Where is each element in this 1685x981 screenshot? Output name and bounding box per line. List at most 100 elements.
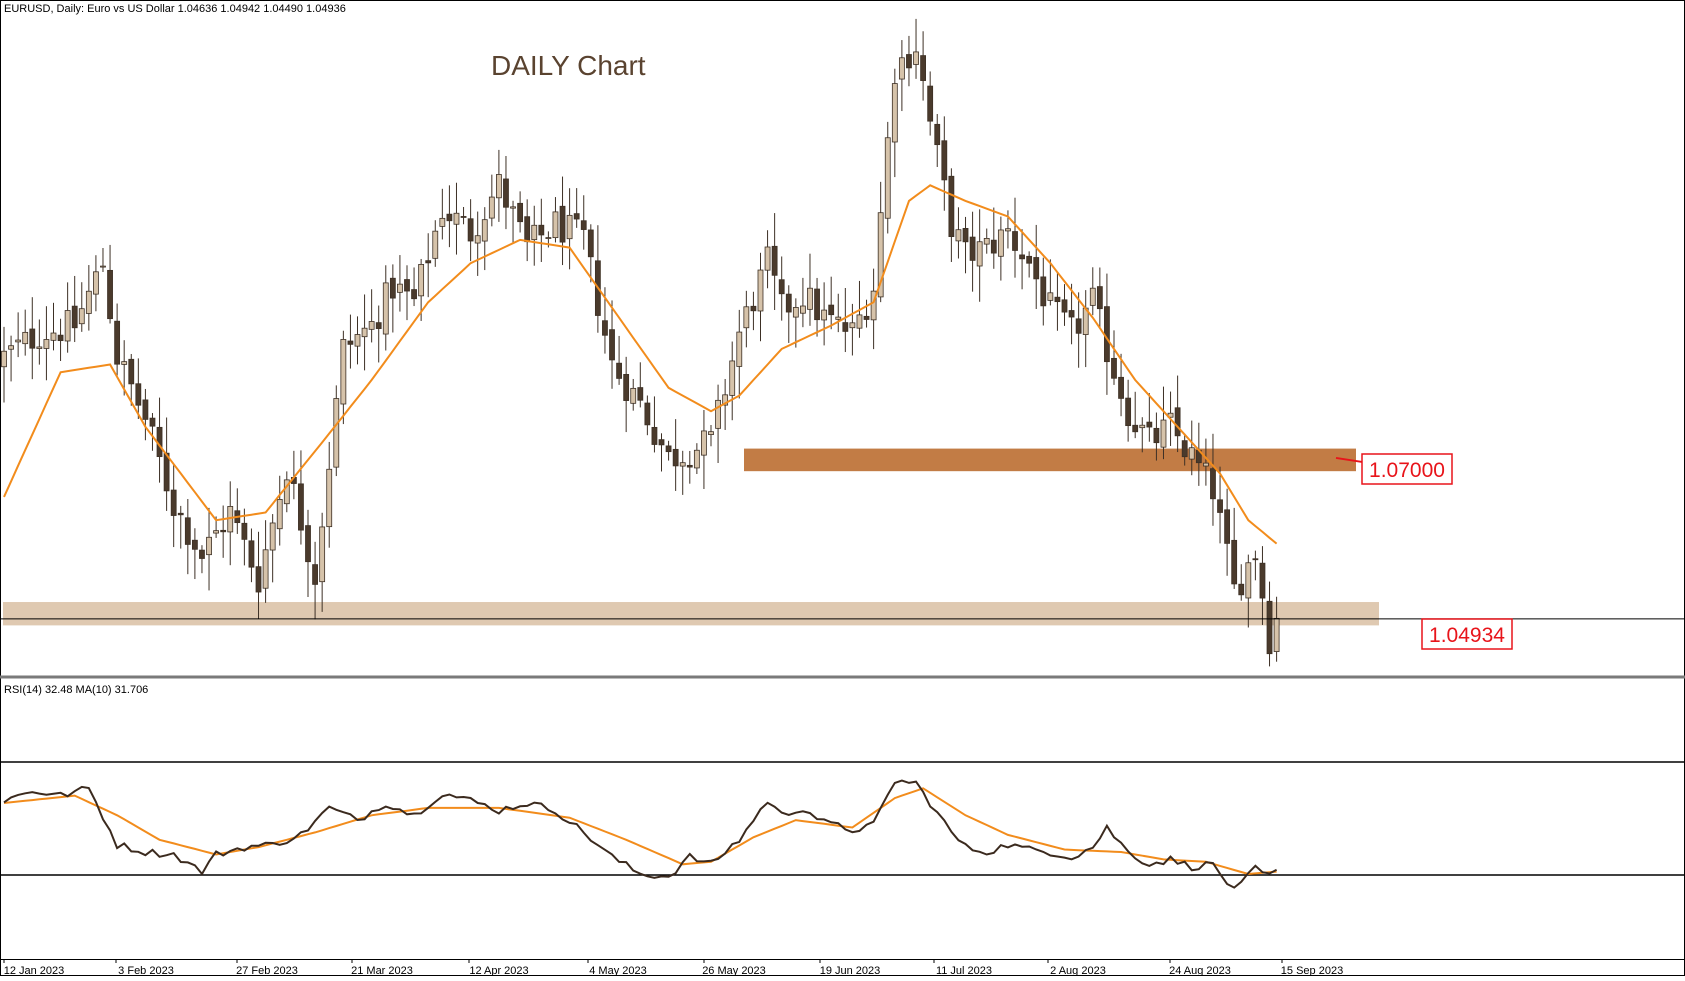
time-axis-label: 27 Feb 2023 (236, 965, 298, 976)
candle (85, 265, 92, 331)
candle (672, 419, 679, 491)
candle (510, 200, 516, 244)
candle (503, 155, 509, 230)
candle (1, 326, 7, 403)
candle (580, 195, 587, 250)
candle (920, 31, 926, 101)
resistance-label: 1.07000 (1369, 459, 1445, 482)
candle (1181, 433, 1188, 466)
candle (149, 413, 156, 451)
candle (199, 545, 205, 574)
support-zone (3, 602, 1379, 626)
candle (1139, 417, 1146, 453)
candle (375, 305, 382, 363)
candle (623, 356, 630, 433)
candle (538, 198, 545, 262)
candle (1259, 546, 1266, 625)
time-axis-label: 2 Aug 2023 (1050, 965, 1106, 976)
candle (701, 410, 707, 490)
candle (474, 211, 481, 276)
candle (891, 68, 898, 178)
candle (100, 247, 106, 272)
candle (616, 335, 622, 385)
candle (78, 282, 85, 332)
candle (93, 255, 99, 312)
candle (807, 253, 813, 326)
candle (517, 191, 524, 233)
chart-title: DAILY Chart (491, 50, 646, 81)
rsi-header: RSI(14) 32.48 MA(10) 31.706 (4, 684, 148, 696)
current-price-label-box (1421, 618, 1513, 650)
candle (969, 211, 976, 292)
candle (333, 385, 340, 477)
candle (368, 289, 375, 343)
candle (1075, 292, 1082, 368)
candle (43, 306, 50, 381)
candle (170, 464, 177, 548)
time-axis-label: 12 Jan 2023 (4, 965, 65, 976)
candle (354, 316, 361, 365)
candle (1231, 507, 1238, 589)
candle (898, 40, 905, 112)
candle (884, 121, 891, 234)
candle (1040, 257, 1047, 326)
candle (708, 425, 714, 447)
candle (800, 277, 806, 328)
candle (764, 230, 771, 289)
candle (821, 282, 828, 346)
candle (319, 512, 326, 612)
candle (248, 528, 255, 583)
candle (736, 309, 743, 399)
candle (389, 264, 396, 333)
candle (64, 282, 71, 353)
time-axis-labels: 12 Jan 2023 3 Feb 2023 27 Feb 2023 21 Mar 2… (3, 959, 1343, 977)
candle (220, 505, 227, 558)
resistance-zone (744, 448, 1356, 472)
candle (397, 255, 403, 312)
candle (814, 277, 820, 337)
candle (651, 396, 658, 453)
candle (453, 182, 460, 255)
candle (411, 267, 417, 307)
candle (531, 205, 538, 266)
candle (255, 531, 262, 619)
time-axis-label: 15 Sep 2023 (1281, 965, 1343, 976)
candle (57, 318, 64, 362)
ma20-line (3, 184, 1278, 545)
candle (785, 285, 792, 343)
candle (1047, 259, 1054, 306)
candle (241, 508, 248, 566)
candle (1238, 564, 1245, 601)
candle (637, 362, 644, 408)
candle (1118, 353, 1124, 417)
candle (962, 216, 969, 274)
candle (1089, 267, 1096, 316)
resistance-label-box (1361, 453, 1453, 485)
candle (142, 388, 149, 441)
time-axis-label: 12 Apr 2023 (469, 965, 528, 976)
candle (262, 520, 269, 603)
candle (870, 268, 877, 350)
candle (644, 395, 651, 436)
candle (71, 275, 78, 343)
candle (1245, 554, 1252, 628)
candle (1203, 438, 1209, 486)
candle (15, 312, 22, 358)
candle (1054, 271, 1061, 331)
symbol-header: EURUSD, Daily: Euro vs US Dollar 1.04636… (4, 3, 346, 15)
candle (446, 185, 453, 248)
candle (934, 114, 941, 167)
candle (559, 176, 566, 266)
candle (467, 199, 474, 262)
candle (566, 188, 573, 270)
candle (863, 299, 870, 328)
candle (340, 330, 347, 425)
candle (906, 35, 912, 87)
candle (771, 213, 778, 310)
candle (927, 71, 934, 136)
candle (1068, 283, 1075, 345)
candle (849, 303, 856, 356)
candle (778, 256, 785, 321)
